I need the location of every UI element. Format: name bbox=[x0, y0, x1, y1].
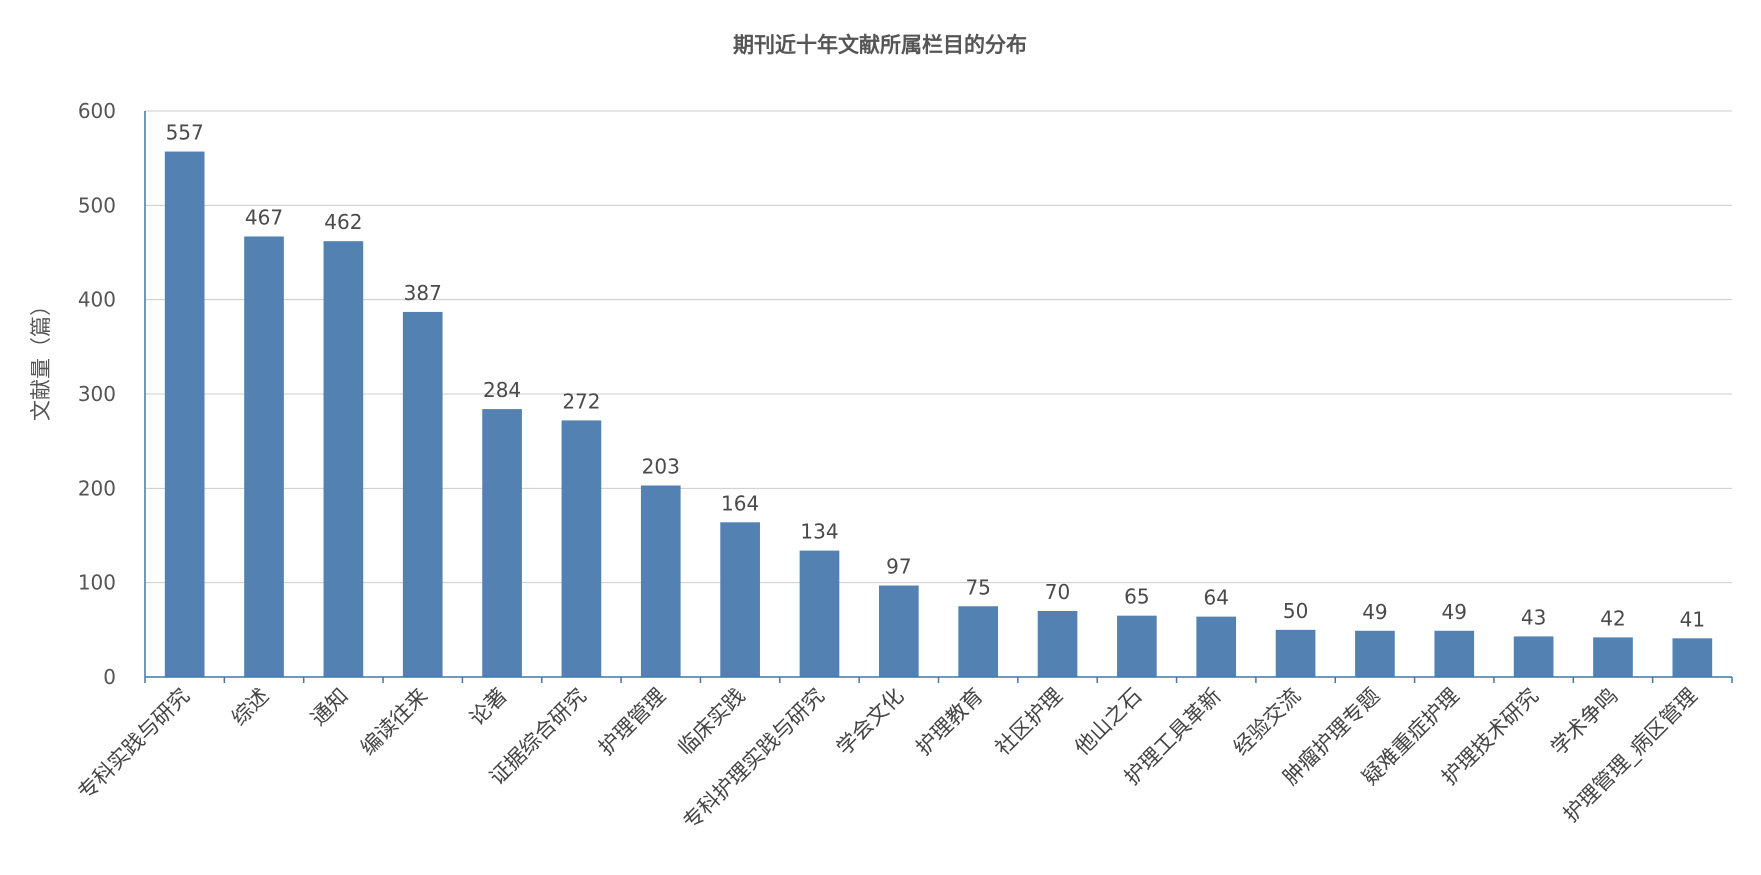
x-tick-label: 护理管理_病区管理 bbox=[1559, 684, 1703, 828]
bar-value-label: 43 bbox=[1521, 605, 1546, 629]
gridlines bbox=[145, 110, 1732, 584]
bar-value-label: 64 bbox=[1203, 586, 1228, 610]
y-tick-label: 400 bbox=[78, 288, 116, 312]
bar-value-label: 557 bbox=[166, 121, 204, 145]
bar bbox=[323, 241, 364, 677]
bar-value-label: 41 bbox=[1680, 607, 1705, 631]
bar-value-label: 70 bbox=[1045, 580, 1070, 604]
y-tick-label: 0 bbox=[103, 665, 116, 689]
x-tick-label: 专科实践与研究 bbox=[73, 684, 194, 805]
bar bbox=[1434, 630, 1475, 677]
x-tick-label: 护理管理 bbox=[594, 684, 670, 760]
bar bbox=[958, 606, 999, 677]
y-tick-label: 100 bbox=[78, 571, 116, 595]
bar bbox=[482, 409, 522, 677]
bar-value-label: 164 bbox=[721, 491, 759, 515]
x-tick-label: 学会文化 bbox=[832, 684, 908, 760]
bar-value-label: 42 bbox=[1600, 606, 1625, 630]
y-axis-label: 文献量（篇） bbox=[29, 295, 53, 421]
y-tick-label: 300 bbox=[78, 382, 116, 406]
bar bbox=[1513, 636, 1554, 677]
bar bbox=[164, 151, 205, 677]
bar bbox=[720, 522, 760, 677]
bar-value-label: 49 bbox=[1442, 600, 1467, 624]
bar-value-label: 272 bbox=[562, 389, 600, 413]
bar-value-label: 467 bbox=[245, 205, 283, 229]
bar bbox=[1275, 629, 1316, 677]
bar-value-label: 203 bbox=[642, 455, 680, 479]
data-labels: 557 467 462 387 284 272 203 164 134 97 75 70 65 64 50 4… bbox=[166, 121, 1705, 632]
x-tick-label: 护理教育 bbox=[911, 684, 987, 760]
chart-title: 期刊近十年文献所属栏目的分布 bbox=[733, 33, 1027, 57]
bar bbox=[1593, 637, 1633, 677]
bar bbox=[561, 420, 602, 677]
bar-value-label: 97 bbox=[886, 554, 911, 578]
bars bbox=[164, 151, 1713, 678]
y-tick-label: 500 bbox=[78, 193, 116, 217]
bar bbox=[1672, 638, 1713, 677]
bar bbox=[1196, 616, 1237, 677]
bar bbox=[402, 311, 443, 677]
bar bbox=[1037, 610, 1078, 677]
x-tick-label: 通知 bbox=[306, 684, 353, 731]
y-tick-label: 200 bbox=[78, 476, 116, 500]
bar bbox=[799, 550, 840, 677]
x-tick-label: 社区护理 bbox=[991, 684, 1067, 760]
bar-value-label: 49 bbox=[1362, 600, 1387, 624]
bar-value-label: 50 bbox=[1283, 599, 1308, 623]
x-tick-label: 论著 bbox=[465, 684, 512, 731]
x-tick-label: 专科护理实践与研究 bbox=[678, 684, 829, 835]
x-tick-label: 经验交流 bbox=[1229, 684, 1305, 760]
x-tick-label: 学术争鸣 bbox=[1546, 684, 1622, 760]
bar-value-label: 75 bbox=[965, 575, 990, 599]
x-tick-label: 他山之石 bbox=[1070, 684, 1146, 760]
bar bbox=[1355, 630, 1395, 677]
y-tick-label: 600 bbox=[78, 99, 116, 123]
y-axis: 0 100 200 300 400 500 600 bbox=[78, 99, 146, 689]
bar-value-label: 65 bbox=[1124, 585, 1149, 609]
bar-value-label: 134 bbox=[800, 520, 838, 544]
x-tick-label: 编读往来 bbox=[356, 684, 432, 760]
bar bbox=[640, 485, 681, 677]
bar bbox=[1117, 615, 1157, 677]
bar bbox=[878, 585, 919, 677]
x-tick-label: 综述 bbox=[227, 684, 274, 731]
bar bbox=[244, 236, 284, 678]
bar-value-label: 462 bbox=[324, 210, 362, 234]
bar-value-label: 284 bbox=[483, 378, 521, 402]
bar-value-label: 387 bbox=[404, 281, 442, 305]
x-tick-label: 临床实践 bbox=[673, 684, 749, 760]
